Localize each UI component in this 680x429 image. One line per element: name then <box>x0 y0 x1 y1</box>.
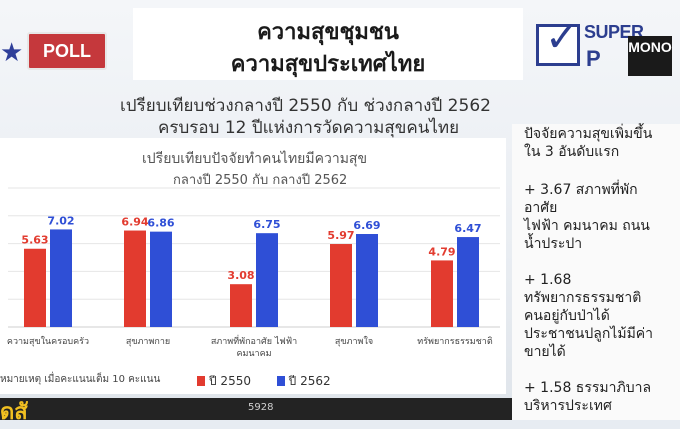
category-label: สุขภาพกาย <box>126 337 170 347</box>
title-line-2: ความสุขประเทศไทย <box>230 52 426 77</box>
category-label: ความสุขในครอบครัว <box>7 336 89 347</box>
side-panel: ปัจจัยความสุขเพิ่มขึ้น ใน 3 อันดับแรก + … <box>512 124 680 420</box>
data-label: 7.02 <box>47 214 74 227</box>
chart-panel <box>0 138 506 394</box>
data-label: 5.97 <box>327 229 354 242</box>
ticker-text: 5928 <box>248 402 274 413</box>
bar <box>230 284 252 327</box>
bar <box>24 248 46 327</box>
side-line: ทรัพยากรธรรมชาติ <box>524 290 642 306</box>
side-line: ประชาชนปลูกไม้มีค่า <box>524 326 654 342</box>
side-line: + 3.67 สภาพที่พัก <box>524 182 638 198</box>
poll-label: POLL <box>43 41 91 61</box>
channel-logo: ✓ SUPER P MONO <box>536 15 676 80</box>
category-label: สุขภาพใจ <box>335 336 373 347</box>
bottom-ticker: ดสั 5928 <box>0 398 512 425</box>
ticker-logo-icon: ดสั <box>0 400 28 425</box>
bar <box>50 229 72 327</box>
poll-badge: POLL <box>27 32 107 70</box>
data-label: 6.86 <box>147 217 174 230</box>
legend-label-2562: ปี 2562 <box>288 374 331 388</box>
side-line: + 1.68 <box>524 272 572 288</box>
data-label: 3.08 <box>227 269 254 282</box>
data-label: 5.63 <box>21 234 48 247</box>
bar <box>356 234 378 327</box>
title-box: ความสุขชุมชน ความสุขประเทศไทย <box>133 8 523 80</box>
data-label: 6.47 <box>454 222 481 235</box>
category-label: ทรัพยากรธรรมชาติ <box>417 336 493 347</box>
logo-badge-text: MONO <box>628 39 672 55</box>
bar-chart: 5.63 7.02 ความสุขในครอบครัว 6.946.86 สุขภาพก… <box>7 187 500 359</box>
chart-title: เปรียบเทียบปัจจัยทำคนไทยมีความสุข <box>142 151 368 167</box>
side-line: น้ำประปา <box>524 236 583 252</box>
data-label: 6.94 <box>121 216 148 229</box>
checkmark-icon: ✓ <box>536 15 580 66</box>
side-line: ปัจจัยความสุขเพิ่มขึ้น <box>524 126 653 142</box>
side-line: บริหารประเทศ <box>524 398 612 414</box>
side-line: ไฟฟ้า คมนาคม ถนน <box>524 218 650 234</box>
category-label: สภาพที่พักอาศัย ไฟฟ้าคมนาคม <box>211 334 297 359</box>
bar <box>330 244 352 327</box>
legend-swatch-2562 <box>276 376 285 386</box>
logo-text-bottom: P <box>586 46 601 71</box>
data-label: 4.79 <box>428 245 455 258</box>
side-line: + 1.58 ธรรมาภิบาล <box>524 380 652 396</box>
compare-line-2: ครบรอบ 12 ปีแห่งการวัดความสุขคนไทย <box>158 118 460 138</box>
side-line: คนอยู่กับป่าได้ <box>524 308 610 324</box>
side-line: ขายได้ <box>524 344 566 360</box>
legend-swatch-2550 <box>197 376 205 386</box>
chart-legend: ปี 2550 ปี 2562 <box>197 372 331 391</box>
title-line-1: ความสุขชุมชน <box>257 20 399 45</box>
compare-line-1: เปรียบเทียบช่วงกลางปี 2550 กับ ช่วงกลางป… <box>120 96 491 116</box>
bar <box>457 237 479 327</box>
data-label: 6.69 <box>353 219 380 232</box>
chart-note: หมายเหตุ เมื่อคะแนนเต็ม 10 คะแนน <box>0 374 161 385</box>
chart-subtitle: กลางปี 2550 กับ กลางปี 2562 <box>173 173 348 188</box>
side-line: ใน 3 อันดับแรก <box>524 144 620 160</box>
logo-badge: MONO <box>628 36 672 76</box>
bar <box>431 260 453 327</box>
bar <box>150 231 172 327</box>
bar <box>124 230 146 327</box>
legend-label-2550: ปี 2550 <box>209 374 251 388</box>
data-label: 6.75 <box>253 218 280 231</box>
bar <box>256 233 278 327</box>
side-line: อาศัย <box>524 200 558 216</box>
star-icon: ★ <box>0 38 24 68</box>
